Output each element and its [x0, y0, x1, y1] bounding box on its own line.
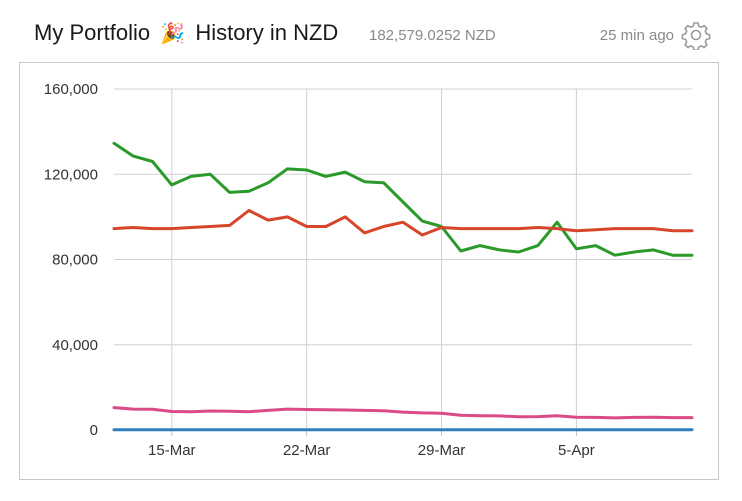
x-tick-label: 22-Mar	[283, 442, 331, 459]
y-tick-label: 40,000	[52, 337, 98, 354]
total-value: 182,579.0252 NZD	[369, 27, 496, 44]
title-suffix: History in NZD	[195, 20, 339, 45]
last-updated: 25 min ago	[599, 27, 674, 44]
page-title: My Portfolio 🎉 History in NZD	[34, 20, 338, 46]
y-tick-label: 120,000	[44, 166, 98, 183]
x-tick-label: 5-Apr	[558, 442, 595, 459]
y-tick-label: 160,000	[44, 81, 98, 98]
x-tick-label: 15-Mar	[148, 442, 196, 459]
chart-frame	[19, 62, 719, 480]
x-tick-label: 29-Mar	[418, 442, 466, 459]
series-line-3	[112, 406, 694, 420]
party-popper-icon: 🎉	[160, 23, 186, 45]
series-line-2	[112, 209, 694, 237]
card-header: My Portfolio 🎉 History in NZD 182,579.02…	[0, 0, 742, 60]
series-line-1	[112, 141, 694, 257]
gear-icon[interactable]	[681, 20, 711, 50]
y-tick-label: 80,000	[52, 252, 98, 269]
title-prefix: My Portfolio	[34, 20, 151, 45]
y-tick-label: 0	[90, 422, 98, 439]
